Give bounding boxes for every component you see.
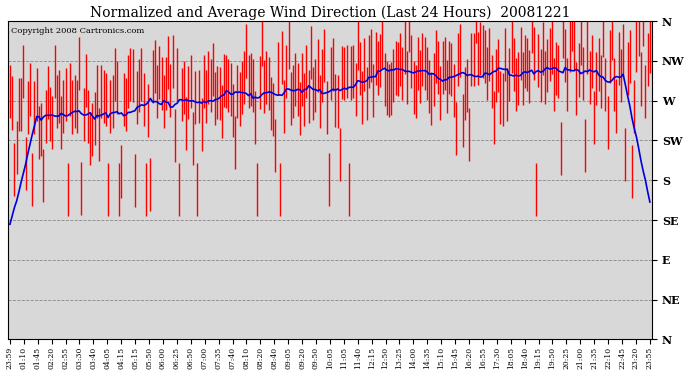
Text: Copyright 2008 Cartronics.com: Copyright 2008 Cartronics.com — [11, 27, 144, 36]
Title: Normalized and Average Wind Direction (Last 24 Hours)  20081221: Normalized and Average Wind Direction (L… — [90, 6, 570, 20]
